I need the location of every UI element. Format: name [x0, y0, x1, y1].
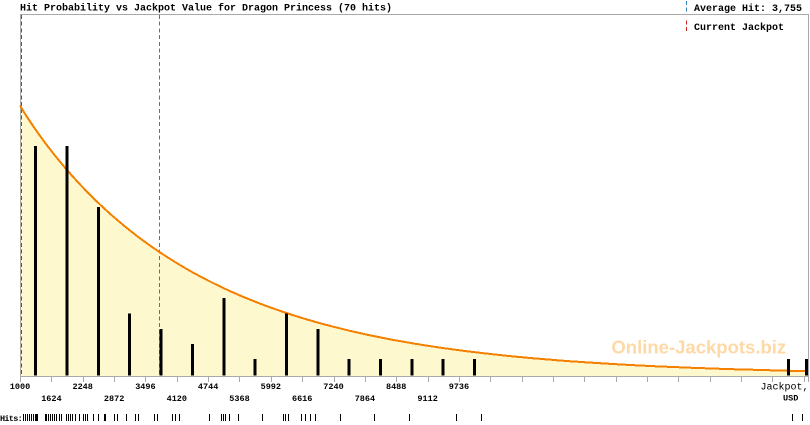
- svg-text:1624: 1624: [41, 394, 61, 404]
- svg-text:4744: 4744: [198, 382, 218, 392]
- svg-text:9736: 9736: [449, 382, 469, 392]
- svg-text:Online-Jackpots.biz: Online-Jackpots.biz: [611, 337, 786, 358]
- svg-text:Jackpot,: Jackpot,: [760, 382, 808, 394]
- svg-text:2248: 2248: [72, 382, 92, 392]
- svg-text:Hit Probability vs Jackpot Val: Hit Probability vs Jackpot Value for Dra…: [20, 3, 392, 15]
- svg-text:5992: 5992: [261, 382, 281, 392]
- svg-text:Hits:: Hits:: [0, 414, 22, 424]
- svg-text:5368: 5368: [229, 394, 249, 404]
- svg-text:7240: 7240: [323, 382, 343, 392]
- svg-text:7864: 7864: [355, 394, 375, 404]
- svg-text:2872: 2872: [104, 394, 124, 404]
- svg-text:9112: 9112: [417, 394, 437, 404]
- svg-text:6616: 6616: [292, 394, 312, 404]
- svg-text:Current Jackpot: Current Jackpot: [694, 22, 784, 34]
- svg-text:USD: USD: [783, 394, 798, 404]
- svg-text:Average Hit: 3,755: Average Hit: 3,755: [694, 3, 802, 15]
- svg-text:3496: 3496: [135, 382, 155, 392]
- svg-text:4120: 4120: [167, 394, 187, 404]
- svg-text:1000: 1000: [10, 382, 30, 392]
- svg-text:8488: 8488: [386, 382, 406, 392]
